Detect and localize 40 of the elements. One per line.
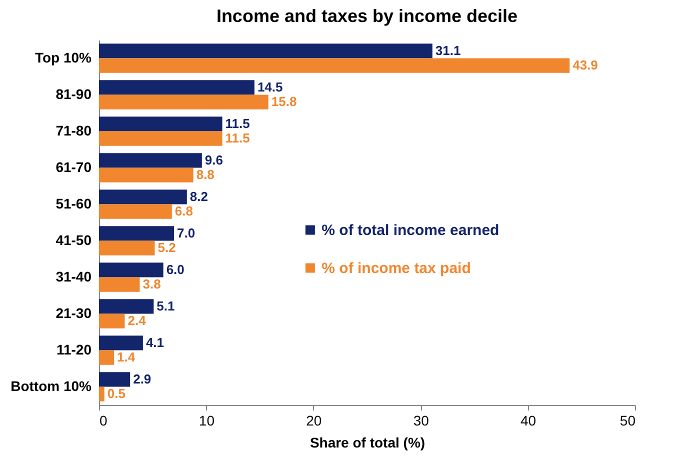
x-axis-title: Share of total (%) (310, 434, 426, 450)
data-label: 4.1 (146, 334, 164, 350)
data-label: 8.2 (190, 188, 208, 204)
y-tick-label: Bottom 10% (10, 378, 92, 394)
data-label: 11.5 (225, 130, 250, 146)
y-tick-label: 21-30 (56, 304, 92, 321)
legend-label: % of total income earned (322, 222, 500, 239)
data-label: 2.9 (133, 371, 152, 386)
data-label: 9.6 (204, 152, 223, 168)
x-tick-label: 0 (100, 412, 108, 428)
x-tick-label: 20 (306, 412, 322, 428)
data-label: 5.2 (158, 240, 176, 256)
data-label: 6.0 (166, 262, 184, 277)
legend-label: % of income tax paid (322, 260, 471, 277)
x-tick-label: 40 (520, 412, 536, 428)
data-label: 6.8 (174, 204, 193, 219)
y-tick-label: 61-70 (56, 158, 92, 175)
y-tick-label: 51-60 (56, 195, 92, 212)
data-label: 11.5 (225, 116, 250, 131)
y-tick-label: 71-80 (56, 122, 92, 138)
data-label: 2.4 (128, 313, 147, 328)
data-label: 0.5 (107, 386, 126, 402)
data-label: 7.0 (177, 225, 196, 240)
y-tick-label: Top 10% (34, 49, 92, 66)
data-label: 31.1 (435, 42, 461, 58)
x-tick-label: 10 (198, 412, 215, 428)
y-tick-label: 41-50 (56, 232, 92, 248)
x-tick-label: 50 (620, 412, 636, 428)
y-tick-label: 81-90 (56, 86, 92, 102)
y-tick-label: 31-40 (56, 268, 92, 284)
data-label: 1.4 (117, 350, 136, 365)
data-label: 14.5 (257, 79, 283, 94)
x-tick-label: 30 (413, 412, 430, 428)
data-label: 5.1 (156, 298, 175, 314)
chart-title: Income and taxes by income decile (216, 6, 518, 26)
data-label: 15.8 (271, 94, 297, 110)
data-label: 8.8 (196, 167, 214, 182)
data-label: 3.8 (142, 276, 161, 292)
y-tick-label: 11-20 (56, 341, 92, 358)
data-label: 43.9 (572, 58, 598, 73)
